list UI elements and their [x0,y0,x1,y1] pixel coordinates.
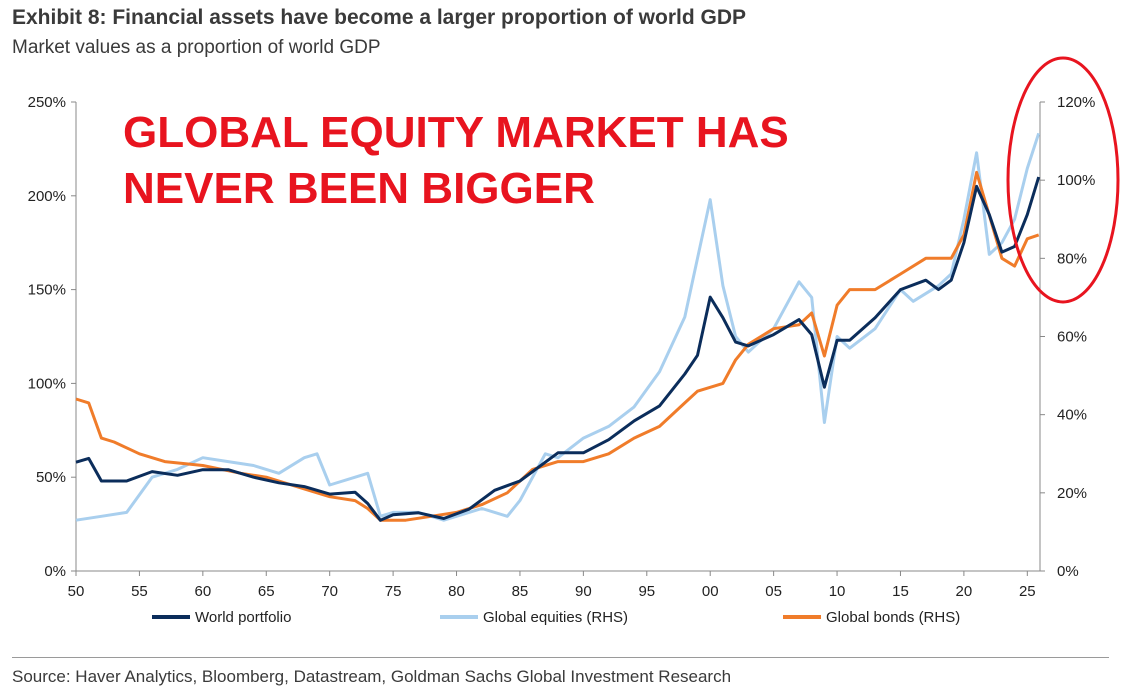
x-tick-label: 50 [68,583,85,600]
series-lines [75,132,1041,522]
x-tick-label: 55 [131,583,148,600]
x-tick-label: 20 [956,583,973,600]
legend-label: Global bonds (RHS) [826,609,960,626]
highlight-ellipse [1006,56,1120,304]
y-right-tick-label: 20% [1057,485,1087,502]
legend-label: World portfolio [195,609,291,626]
y-right-tick-label: 80% [1057,250,1087,267]
x-tick-label: 25 [1019,583,1036,600]
x-tick-label: 10 [829,583,846,600]
y-right-tick-label: 100% [1057,172,1095,189]
x-tick-label: 75 [385,583,402,600]
y-right-tick-label: 60% [1057,329,1087,346]
y-left-tick-label: 200% [28,188,66,205]
y-left-tick-label: 50% [36,469,66,486]
y-right-tick-label: 120% [1057,94,1095,111]
legend-label: Global equities (RHS) [483,609,628,626]
x-tick-label: 15 [892,583,909,600]
annotation-line-2: NEVER BEEN BIGGER [123,164,595,213]
world-portfolio-line [75,176,1041,522]
x-tick-label: 65 [258,583,275,600]
legend: World portfolio Global equities (RHS) Glob… [152,609,960,626]
x-tick-label: 05 [765,583,782,600]
x-tick-label: 80 [448,583,465,600]
global-bonds-line [75,170,1040,522]
source-note: Source: Haver Analytics, Bloomberg, Data… [12,667,732,686]
annotation-text: GLOBAL EQUITY MARKET HAS NEVER BEEN BIGG… [123,108,789,213]
y-right-tick-label: 40% [1057,407,1087,424]
y-left-tick-label: 100% [28,375,66,392]
y-left-tick-label: 250% [28,94,66,111]
y-left-tick-label: 0% [44,563,66,580]
x-tick-label: 90 [575,583,592,600]
x-tick-label: 60 [194,583,211,600]
x-tick-label: 00 [702,583,719,600]
x-tick-label: 95 [638,583,655,600]
global-equities-line [75,132,1041,522]
chart-title: Exhibit 8: Financial assets have become … [12,6,747,29]
y-right-tick-label: 0% [1057,563,1079,580]
x-tick-label: 85 [512,583,529,600]
axes: 0% 50% 100% 150% 200% 250% 0% 20% 40% 60% 80% 100% 1… [28,94,1096,600]
annotation-line-1: GLOBAL EQUITY MARKET HAS [123,108,789,157]
source-divider [12,657,1109,658]
line-chart: GLOBAL EQUITY MARKET HAS NEVER BEEN BIGG… [28,56,1120,626]
x-tick-label: 70 [321,583,338,600]
y-left-tick-label: 150% [28,282,66,299]
chart-subtitle: Market values as a proportion of world G… [12,37,381,58]
